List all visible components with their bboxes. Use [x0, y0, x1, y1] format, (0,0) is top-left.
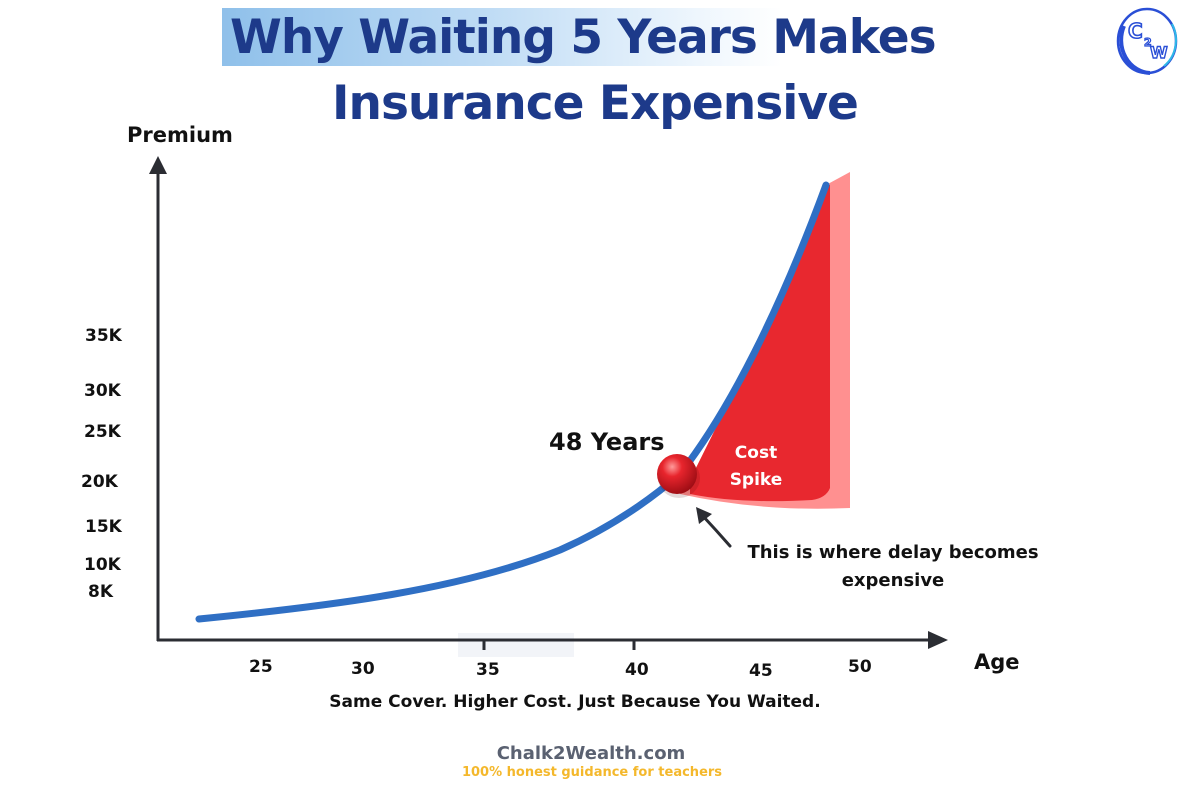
x-tick-30: 30	[351, 659, 375, 679]
y-tick-10k: 10K	[84, 555, 121, 575]
callout-text: This is where delay becomes expensive	[740, 539, 1046, 595]
svg-text:2: 2	[1144, 36, 1152, 49]
chart-caption: Same Cover. Higher Cost. Just Because Yo…	[329, 692, 821, 712]
page-title-line-1: Why Waiting 5 Years Makes	[230, 10, 937, 65]
x-tick-40: 40	[625, 660, 649, 680]
cost-spike-label: Cost Spike	[716, 440, 796, 494]
x-tick-50: 50	[848, 657, 872, 677]
x-tick-45: 45	[749, 661, 773, 681]
page-title-line-2: Insurance Expensive	[332, 76, 859, 131]
marker-label-48-years: 48 Years	[549, 428, 665, 456]
48-years-marker	[657, 454, 700, 498]
y-tick-15k: 15K	[85, 517, 122, 537]
svg-text:W: W	[1150, 43, 1168, 62]
y-tick-30k: 30K	[84, 381, 121, 401]
axes	[149, 156, 948, 650]
y-tick-8k: 8K	[88, 582, 114, 602]
footer-site-link[interactable]: Chalk2Wealth.com	[496, 743, 686, 764]
y-tick-25k: 25K	[84, 422, 121, 442]
cost-spike-line-1: Cost	[734, 443, 778, 463]
y-tick-35k: 35K	[85, 326, 122, 346]
c2w-logo-icon: C 2 W	[1116, 7, 1178, 75]
premium-curve	[195, 181, 830, 623]
callout-line-2: expensive	[841, 570, 945, 591]
y-axis-title: Premium	[127, 123, 233, 147]
x-tick-25: 25	[249, 657, 273, 677]
cost-spike-line-2: Spike	[729, 470, 783, 490]
y-tick-20k: 20K	[81, 472, 118, 492]
title-highlight	[222, 8, 782, 66]
callout-arrow-icon	[696, 507, 732, 548]
footer-tagline: 100% honest guidance for teachers	[461, 765, 723, 780]
x-axis-title: Age	[974, 650, 1020, 674]
y-gridlines	[128, 335, 195, 614]
title-line-1-container: Why Waiting 5 Years Makes	[222, 8, 1042, 66]
callout-line-1: This is where delay becomes	[747, 542, 1039, 563]
x-tick-35: 35	[476, 660, 500, 680]
svg-text:C: C	[1128, 19, 1143, 43]
